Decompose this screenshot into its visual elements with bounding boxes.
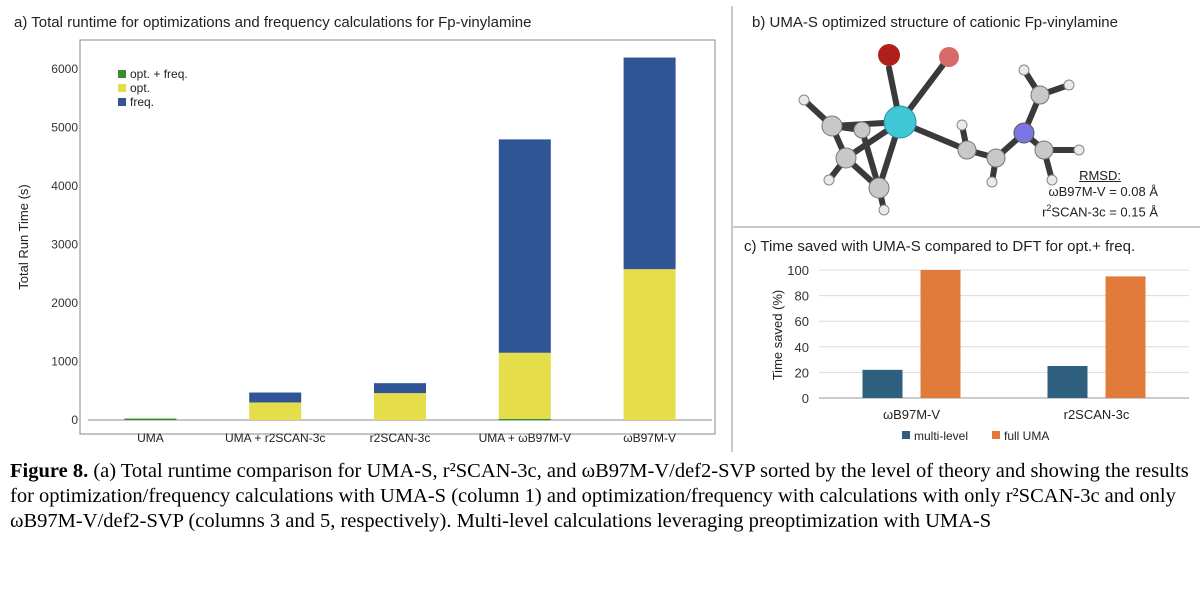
legend-label: opt. [130,81,150,95]
legend-label: full UMA [1004,429,1049,443]
legend-swatch [118,98,126,106]
y-axis-label: Total Run Time (s) [16,184,31,289]
runtime-stacked-bar-chart: 0 1000 2000 3000 4000 5000 6000 Total Run Time … [16,39,716,445]
x-tick-label: UMA + ωB97M-V [479,431,571,445]
legend-label: freq. [130,95,154,109]
x-tick-label: ωB97M-V [623,431,676,445]
y-tick-label: 5000 [51,121,78,135]
y-tick-label: 2000 [51,296,78,310]
molecule-structure-image [798,44,1085,216]
molecule-bonds [801,54,1082,213]
y-tick-label: 6000 [51,62,78,76]
bar-segment [249,392,302,403]
rmsd-r2scan: r2SCAN-3c = 0.15 Å [1042,203,1158,220]
legend-swatch [118,84,126,92]
caption-label: Figure 8. [10,460,89,482]
rmsd-annotation: RMSD: ωB97M-V = 0.08 Å r2SCAN-3c = 0.15 … [1042,168,1158,220]
bar [920,270,961,398]
legend-swatch [992,431,1000,439]
panel-a-title: a) Total runtime for optimizations and f… [14,14,532,31]
bar [1047,366,1088,398]
x-tick-label: r2SCAN-3c [370,431,431,445]
x-tick-label: r2SCAN-3c [1064,407,1130,422]
panel-divider-horizontal [733,226,1200,228]
panel-a: a) Total runtime for optimizations and f… [0,0,730,455]
bar-segment [249,402,302,420]
y-tick-label: 80 [795,289,809,304]
rmsd-title: RMSD: [1079,168,1121,183]
legend-label: opt. + freq. [130,67,188,81]
bar-segment [498,352,551,419]
y-tick-label: 20 [795,365,809,380]
caption-text: (a) Total runtime comparison for UMA-S, … [10,460,1189,532]
chart-frame [79,39,716,435]
legend-swatch [118,70,126,78]
panel-b: b) UMA-S optimized structure of cationic… [734,0,1200,226]
y-tick-label: 100 [787,263,809,278]
x-tick-label: ωB97M-V [883,407,940,422]
legend-swatch [902,431,910,439]
panel-b-title: b) UMA-S optimized structure of cationic… [752,14,1118,31]
x-tick-label: UMA [137,431,164,445]
bar-segment [374,383,426,394]
x-tick-label: UMA + r2SCAN-3c [225,431,325,445]
bar [862,369,903,398]
rmsd-wb97mv: ωB97M-V = 0.08 Å [1048,184,1158,199]
bar-segment [623,269,676,420]
panel-divider-vertical [731,6,733,452]
y-tick-label: 3000 [51,238,78,252]
panel-c: c) Time saved with UMA-S compared to DFT… [734,228,1200,455]
y-tick-label: 1000 [51,355,78,369]
bar-segment [623,57,676,270]
figure-caption: Figure 8. (a) Total runtime comparison f… [10,459,1195,534]
y-tick-label: 40 [795,340,809,355]
y-tick-label: 4000 [51,179,78,193]
y-tick-label: 0 [802,391,809,406]
molecule-atoms [798,44,1085,216]
y-tick-label: 60 [795,314,809,329]
bar-segment [374,393,426,420]
bar-segment [498,418,551,421]
bar [1105,276,1146,398]
y-axis-label: Time saved (%) [770,290,785,381]
legend-label: multi-level [914,429,968,443]
y-tick-label: 0 [71,413,78,427]
bar-segment [124,418,177,421]
panel-c-title: c) Time saved with UMA-S compared to DFT… [744,238,1136,255]
bar-segment [498,139,551,353]
